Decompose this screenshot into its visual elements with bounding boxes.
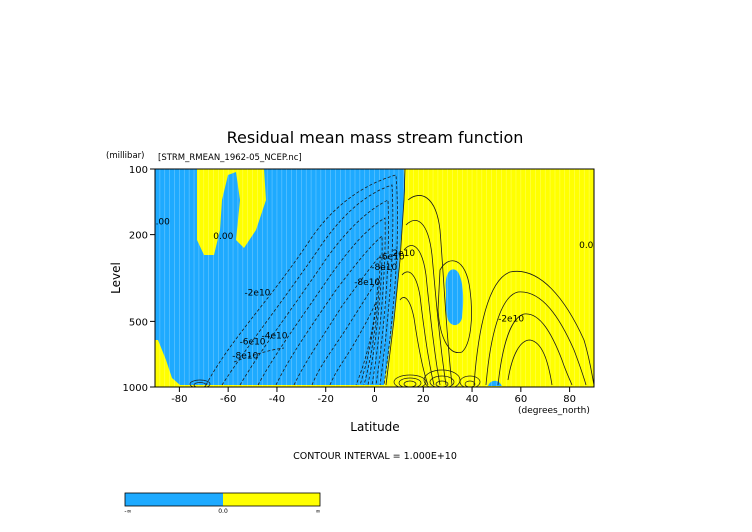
- chart-title: Residual mean mass stream function: [227, 128, 524, 147]
- colorbar-negative: [125, 493, 223, 506]
- y-tick-label: 100: [129, 165, 148, 176]
- colorbar-positive: [223, 493, 320, 506]
- y-units-label: (millibar): [106, 151, 144, 161]
- x-tick-label: 80: [563, 394, 576, 405]
- x-axis: -80 -60 -40 -20 0 20 40 60 80: [171, 387, 576, 405]
- contour-label: -6e10: [240, 338, 266, 348]
- colorbar-label-neg: -∞: [124, 508, 131, 515]
- contour-label: 0.00: [213, 232, 233, 242]
- x-tick-label: 0: [371, 394, 377, 405]
- x-tick-label: 20: [417, 394, 430, 405]
- colorbar-label-pos: ∞: [316, 508, 321, 515]
- x-tick-label: -80: [171, 394, 187, 405]
- contour-label: -8e10: [371, 263, 397, 273]
- file-label: [STRM_RMEAN_1962-05_NCEP.nc]: [158, 153, 302, 163]
- surface-contours: [189, 369, 481, 387]
- x-tick-label: -20: [318, 394, 334, 405]
- negative-region-south: [155, 169, 405, 385]
- contour-label: -6e10: [379, 252, 405, 262]
- y-tick-label: 1000: [123, 383, 148, 394]
- contour-label: 0.00: [150, 218, 170, 228]
- contour-label: -8e10: [354, 278, 380, 288]
- x-tick-label: -40: [269, 394, 285, 405]
- y-tick-label: 200: [129, 231, 148, 242]
- x-tick-label: 60: [514, 394, 527, 405]
- x-axis-label: Latitude: [350, 420, 399, 434]
- y-tick-label: 500: [129, 317, 148, 328]
- colorbar-label-zero: 0.0: [218, 508, 228, 515]
- x-tick-label: 40: [466, 394, 479, 405]
- negative-contours: [205, 174, 398, 386]
- contour-label: -2e10: [244, 288, 270, 298]
- contour-interval-text: CONTOUR INTERVAL = 1.000E+10: [293, 451, 457, 462]
- x-tick-label: -60: [220, 394, 236, 405]
- y-axis: 100 200 500 1000: [123, 165, 155, 394]
- gridlines: [159, 169, 590, 387]
- contour-label: 0.00: [579, 241, 599, 251]
- contour-label: -8e10: [232, 351, 258, 361]
- positive-contours: [385, 169, 594, 386]
- contour-label: 2e10: [392, 249, 415, 259]
- contour-label: -2e10: [498, 314, 524, 324]
- x-units-label: (degrees_north): [518, 406, 590, 416]
- colorbar: -∞ 0.0 ∞: [124, 492, 321, 515]
- contour-label: -4e10: [262, 332, 288, 342]
- plot-area: -2e10-4e10-6e10-8e10-8e10-8e10-6e102e10-…: [150, 169, 599, 387]
- contour-labels: -2e10-4e10-6e10-8e10-8e10-8e10-6e102e10-…: [150, 218, 599, 362]
- y-axis-label: Level: [109, 262, 123, 294]
- negative-region-north: [445, 269, 464, 326]
- colorbar-frame: [124, 492, 321, 507]
